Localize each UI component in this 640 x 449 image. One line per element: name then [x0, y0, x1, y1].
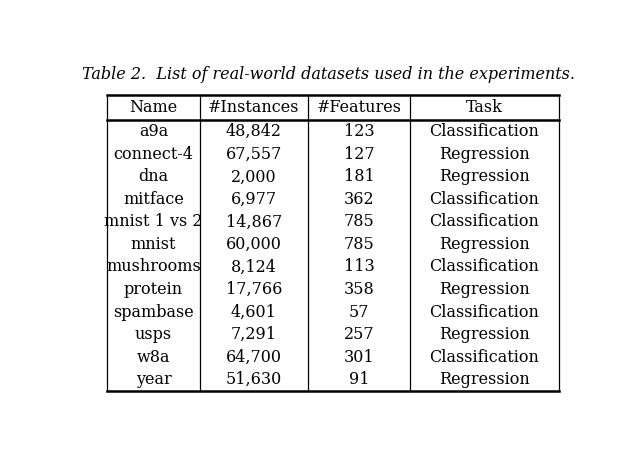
- Text: 4,601: 4,601: [231, 304, 277, 321]
- Text: 67,557: 67,557: [226, 146, 282, 163]
- Text: 362: 362: [344, 191, 374, 208]
- Text: Classification: Classification: [429, 349, 539, 365]
- Text: Name: Name: [129, 99, 178, 116]
- Text: Classification: Classification: [429, 123, 539, 140]
- Text: Classification: Classification: [429, 304, 539, 321]
- Text: 7,291: 7,291: [231, 326, 277, 343]
- Text: dna: dna: [138, 168, 168, 185]
- Text: Table 2.  List of real-world datasets used in the experiments.: Table 2. List of real-world datasets use…: [81, 66, 575, 83]
- Text: 2,000: 2,000: [231, 168, 276, 185]
- Text: 257: 257: [344, 326, 374, 343]
- Text: 48,842: 48,842: [226, 123, 282, 140]
- Text: 6,977: 6,977: [231, 191, 277, 208]
- Text: w8a: w8a: [137, 349, 170, 365]
- Text: Regression: Regression: [439, 236, 529, 253]
- Text: 64,700: 64,700: [226, 349, 282, 365]
- Text: Classification: Classification: [429, 259, 539, 276]
- Text: Task: Task: [466, 99, 502, 116]
- Text: 358: 358: [344, 281, 374, 298]
- Text: mnist 1 vs 2: mnist 1 vs 2: [104, 213, 203, 230]
- Text: mushrooms: mushrooms: [106, 259, 201, 276]
- Text: 17,766: 17,766: [226, 281, 282, 298]
- Text: 57: 57: [349, 304, 369, 321]
- Text: 14,867: 14,867: [226, 213, 282, 230]
- Text: Regression: Regression: [439, 371, 529, 388]
- Text: 785: 785: [344, 236, 374, 253]
- Text: 8,124: 8,124: [231, 259, 277, 276]
- Text: 127: 127: [344, 146, 374, 163]
- Text: Regression: Regression: [439, 281, 529, 298]
- Text: a9a: a9a: [139, 123, 168, 140]
- Text: Classification: Classification: [429, 191, 539, 208]
- Text: Regression: Regression: [439, 168, 529, 185]
- Text: usps: usps: [135, 326, 172, 343]
- Text: year: year: [136, 371, 172, 388]
- Text: 301: 301: [344, 349, 374, 365]
- Text: mnist: mnist: [131, 236, 176, 253]
- Text: 113: 113: [344, 259, 374, 276]
- Text: 51,630: 51,630: [226, 371, 282, 388]
- Text: protein: protein: [124, 281, 183, 298]
- Text: #Instances: #Instances: [208, 99, 300, 116]
- Text: spambase: spambase: [113, 304, 194, 321]
- Text: 60,000: 60,000: [226, 236, 282, 253]
- Text: 181: 181: [344, 168, 374, 185]
- Text: Classification: Classification: [429, 213, 539, 230]
- Text: 785: 785: [344, 213, 374, 230]
- Text: mitface: mitface: [123, 191, 184, 208]
- Text: #Features: #Features: [316, 99, 401, 116]
- Text: connect-4: connect-4: [113, 146, 193, 163]
- Text: 91: 91: [349, 371, 369, 388]
- Text: Regression: Regression: [439, 326, 529, 343]
- Text: Regression: Regression: [439, 146, 529, 163]
- Text: 123: 123: [344, 123, 374, 140]
